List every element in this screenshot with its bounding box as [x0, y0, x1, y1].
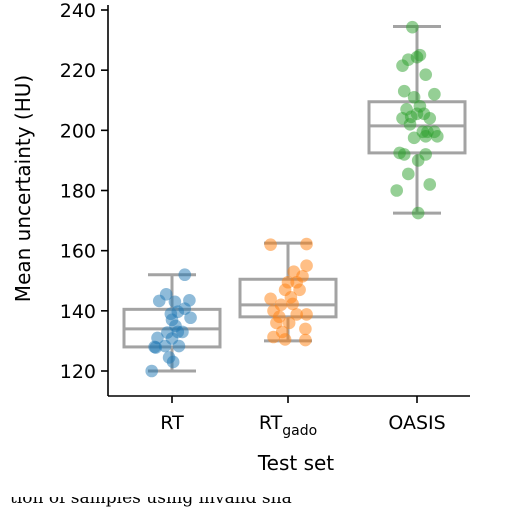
y-tick-label: 220: [60, 60, 96, 82]
data-point: [407, 131, 421, 145]
data-point: [397, 148, 411, 161]
data-point: [402, 167, 415, 181]
data-point: [413, 48, 427, 62]
strip-points: [145, 20, 444, 378]
data-point: [264, 292, 277, 306]
x-axis-label: Test set: [257, 451, 334, 475]
data-point: [178, 268, 192, 282]
data-point: [184, 311, 197, 325]
data-point: [411, 154, 425, 167]
data-point: [172, 339, 186, 353]
data-point: [166, 355, 180, 369]
caption-text: tion of samples using invalid sha: [10, 488, 292, 508]
data-point: [267, 330, 280, 344]
data-point: [299, 333, 312, 347]
data-point: [178, 302, 192, 316]
data-point: [176, 325, 189, 339]
data-point: [168, 295, 182, 309]
data-point: [299, 322, 312, 336]
data-point: [145, 364, 158, 378]
data-point: [273, 310, 286, 324]
data-point: [423, 112, 437, 125]
data-point: [282, 316, 296, 330]
data-point: [278, 333, 292, 346]
data-point: [264, 238, 277, 251]
data-point: [423, 178, 437, 191]
data-point: [300, 237, 313, 251]
data-point: [293, 283, 306, 297]
y-tick-label: 180: [60, 181, 96, 203]
data-point: [419, 130, 433, 143]
data-point: [407, 90, 421, 104]
data-point: [397, 84, 411, 98]
data-point: [406, 20, 419, 34]
y-tick-label: 200: [60, 120, 96, 142]
data-point: [431, 130, 444, 143]
data-point: [159, 287, 173, 301]
data-point: [290, 308, 304, 321]
y-tick-label: 140: [60, 301, 96, 323]
x-tick-label: RT: [160, 412, 184, 434]
data-point: [158, 339, 172, 353]
data-point: [300, 308, 313, 321]
data-point: [148, 340, 161, 354]
data-point: [419, 68, 433, 81]
axes: 120 140 160 180 200 220 240 RT RTgado OASIS: [60, 0, 470, 439]
data-point: [428, 87, 441, 101]
y-tick-label: 120: [60, 361, 96, 383]
y-tick-label: 160: [60, 241, 96, 263]
y-axis-label: Mean uncertainty (HU): [11, 75, 35, 302]
x-tick-label: RTgado: [259, 412, 317, 439]
data-point: [411, 206, 425, 220]
data-point: [403, 118, 417, 131]
data-point: [390, 184, 404, 197]
data-point: [300, 259, 313, 273]
x-tick-label: OASIS: [388, 412, 445, 434]
y-tick-label: 240: [60, 0, 96, 22]
data-point: [396, 59, 409, 72]
data-point: [286, 297, 299, 311]
